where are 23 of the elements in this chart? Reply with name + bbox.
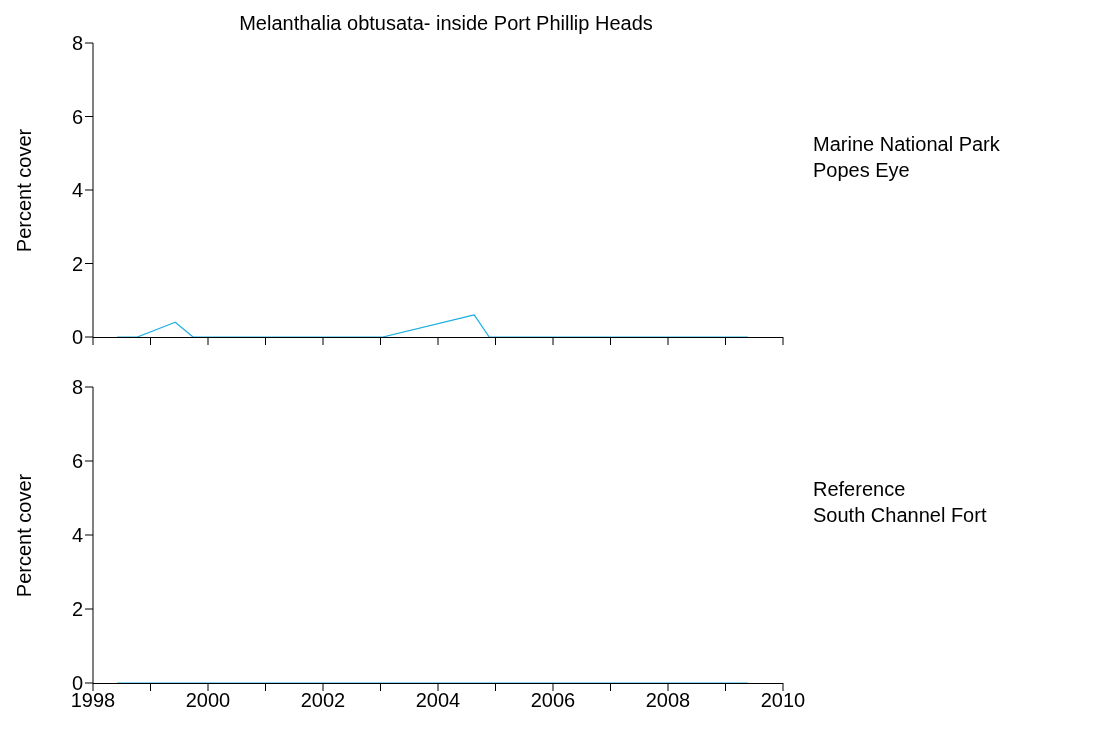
y-tick-label: 6 bbox=[71, 450, 83, 473]
y-tick-label: 6 bbox=[71, 105, 83, 128]
text: Marine National Park bbox=[813, 132, 1000, 158]
x-tick-label: 1998 bbox=[70, 689, 116, 712]
x-tick-label: 2010 bbox=[760, 689, 806, 712]
y-axis-title: Percent cover bbox=[13, 128, 37, 252]
x-tick-label: 2006 bbox=[530, 689, 576, 712]
y-tick-label: 2 bbox=[71, 252, 83, 275]
x-tick-label: 2002 bbox=[300, 689, 346, 712]
y-tick-label: 8 bbox=[71, 376, 83, 399]
x-tick-label: 2008 bbox=[645, 689, 691, 712]
y-axis-title: Percent cover bbox=[13, 473, 37, 597]
text: South Channel Fort bbox=[813, 502, 987, 528]
y-tick-label: 4 bbox=[71, 524, 83, 547]
y-tick-label: 2 bbox=[71, 598, 83, 621]
text: Reference bbox=[813, 476, 907, 502]
y-tick-label: 8 bbox=[71, 32, 83, 55]
y-tick-label: 0 bbox=[71, 326, 83, 349]
x-tick-label: 2000 bbox=[185, 689, 231, 712]
text: Popes Eye bbox=[813, 158, 911, 184]
y-tick-label: 4 bbox=[71, 179, 83, 202]
chart-title: Melanthalia obtusata- inside Port Phillip Heads bbox=[238, 12, 654, 35]
x-tick-label: 2004 bbox=[415, 689, 461, 712]
